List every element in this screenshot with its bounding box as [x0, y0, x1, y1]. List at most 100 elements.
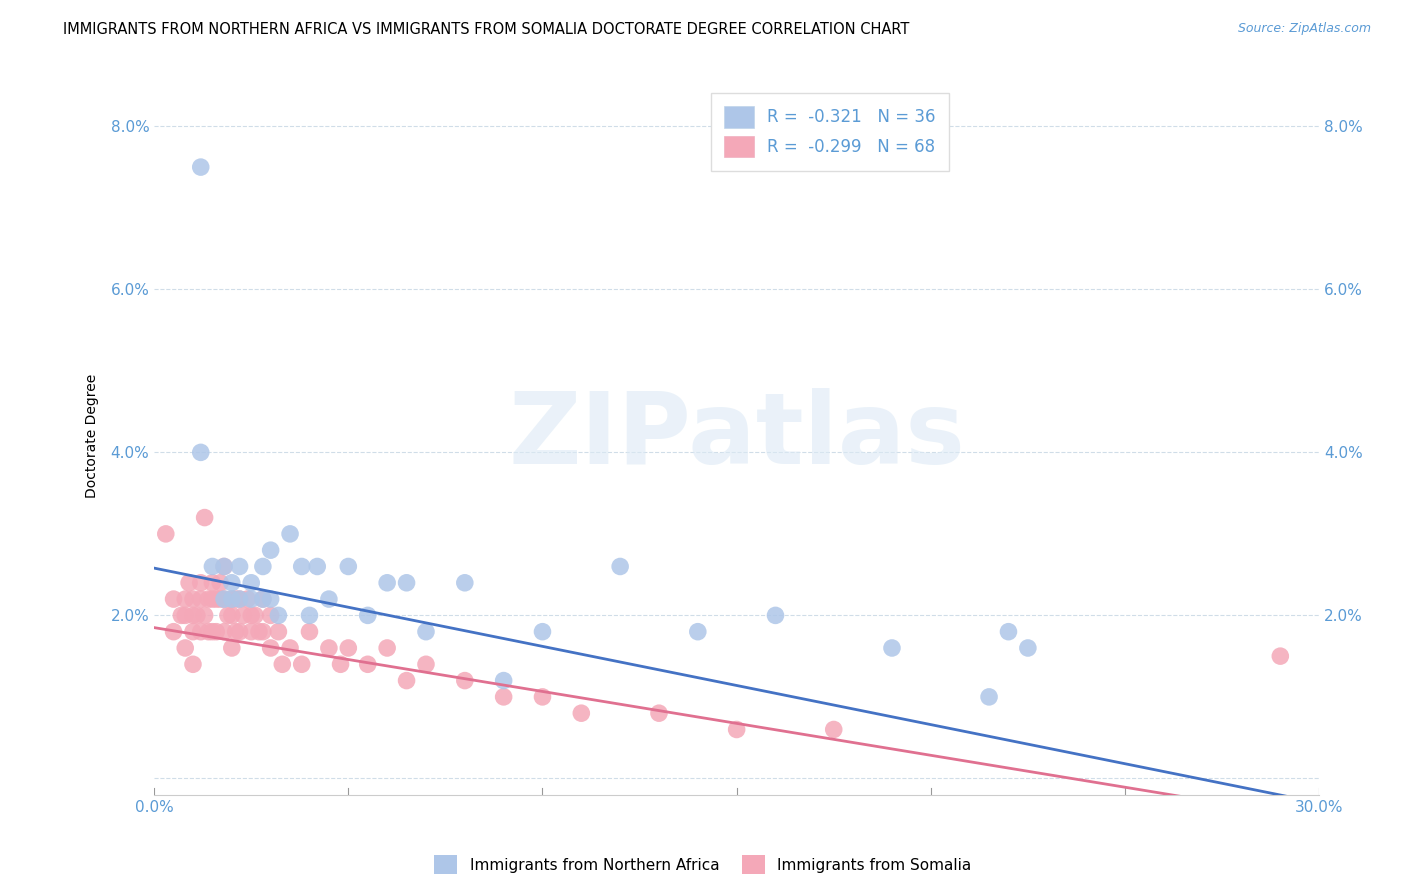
Point	[252, 559, 274, 574]
Point	[415, 624, 437, 639]
Text: Source: ZipAtlas.com: Source: ZipAtlas.com	[1237, 22, 1371, 36]
Point	[209, 592, 232, 607]
Point	[181, 624, 204, 639]
Point	[395, 673, 418, 688]
Point	[329, 657, 352, 672]
Point	[765, 608, 787, 623]
Point	[201, 559, 224, 574]
Point	[221, 640, 243, 655]
Point	[298, 624, 321, 639]
Point	[609, 559, 631, 574]
Point	[225, 592, 247, 607]
Point	[228, 592, 250, 607]
Point	[212, 592, 235, 607]
Point	[240, 575, 263, 590]
Point	[240, 624, 263, 639]
Point	[190, 624, 212, 639]
Point	[278, 640, 301, 655]
Point	[190, 160, 212, 174]
Point	[228, 624, 250, 639]
Point	[531, 624, 554, 639]
Point	[267, 608, 290, 623]
Point	[194, 608, 217, 623]
Point	[217, 608, 239, 623]
Point	[190, 592, 212, 607]
Point	[181, 592, 204, 607]
Point	[357, 657, 380, 672]
Point	[291, 657, 314, 672]
Point	[212, 559, 235, 574]
Point	[259, 592, 281, 607]
Point	[205, 624, 228, 639]
Point	[318, 640, 340, 655]
Point	[337, 640, 360, 655]
Point	[569, 706, 592, 721]
Point	[190, 575, 212, 590]
Point	[209, 575, 232, 590]
Point	[212, 624, 235, 639]
Point	[197, 624, 219, 639]
Point	[228, 559, 250, 574]
Point	[395, 575, 418, 590]
Point	[454, 575, 477, 590]
Point	[194, 510, 217, 524]
Point	[225, 624, 247, 639]
Point	[531, 690, 554, 704]
Point	[228, 592, 250, 607]
Point	[357, 608, 380, 623]
Point	[648, 706, 671, 721]
Point	[174, 640, 197, 655]
Point	[190, 445, 212, 459]
Point	[240, 608, 263, 623]
Point	[267, 624, 290, 639]
Point	[291, 559, 314, 574]
Point	[318, 592, 340, 607]
Point	[205, 592, 228, 607]
Point	[259, 543, 281, 558]
Point	[454, 673, 477, 688]
Point	[686, 624, 709, 639]
Text: IMMIGRANTS FROM NORTHERN AFRICA VS IMMIGRANTS FROM SOMALIA DOCTORATE DEGREE CORR: IMMIGRANTS FROM NORTHERN AFRICA VS IMMIG…	[63, 22, 910, 37]
Point	[278, 527, 301, 541]
Point	[1270, 649, 1292, 664]
Point	[880, 640, 903, 655]
Point	[271, 657, 294, 672]
Legend: R =  -0.321   N = 36, R =  -0.299   N = 68: R = -0.321 N = 36, R = -0.299 N = 68	[710, 93, 949, 170]
Point	[170, 608, 193, 623]
Point	[174, 592, 197, 607]
Point	[201, 575, 224, 590]
Point	[823, 723, 845, 737]
Point	[232, 608, 254, 623]
Point	[997, 624, 1019, 639]
Point	[375, 640, 398, 655]
Point	[177, 575, 200, 590]
Point	[247, 624, 270, 639]
Y-axis label: Doctorate Degree: Doctorate Degree	[86, 374, 100, 499]
Point	[174, 608, 197, 623]
Point	[337, 559, 360, 574]
Text: ZIPatlas: ZIPatlas	[508, 387, 965, 484]
Point	[1017, 640, 1039, 655]
Point	[307, 559, 329, 574]
Point	[236, 592, 259, 607]
Point	[201, 592, 224, 607]
Point	[221, 592, 243, 607]
Point	[375, 575, 398, 590]
Point	[155, 527, 177, 541]
Point	[186, 608, 208, 623]
Point	[252, 592, 274, 607]
Point	[725, 723, 748, 737]
Point	[240, 592, 263, 607]
Point	[221, 608, 243, 623]
Point	[181, 657, 204, 672]
Point	[259, 640, 281, 655]
Point	[197, 592, 219, 607]
Point	[298, 608, 321, 623]
Point	[221, 592, 243, 607]
Point	[212, 559, 235, 574]
Point	[252, 592, 274, 607]
Point	[212, 592, 235, 607]
Legend: Immigrants from Northern Africa, Immigrants from Somalia: Immigrants from Northern Africa, Immigra…	[429, 849, 977, 880]
Point	[201, 624, 224, 639]
Point	[415, 657, 437, 672]
